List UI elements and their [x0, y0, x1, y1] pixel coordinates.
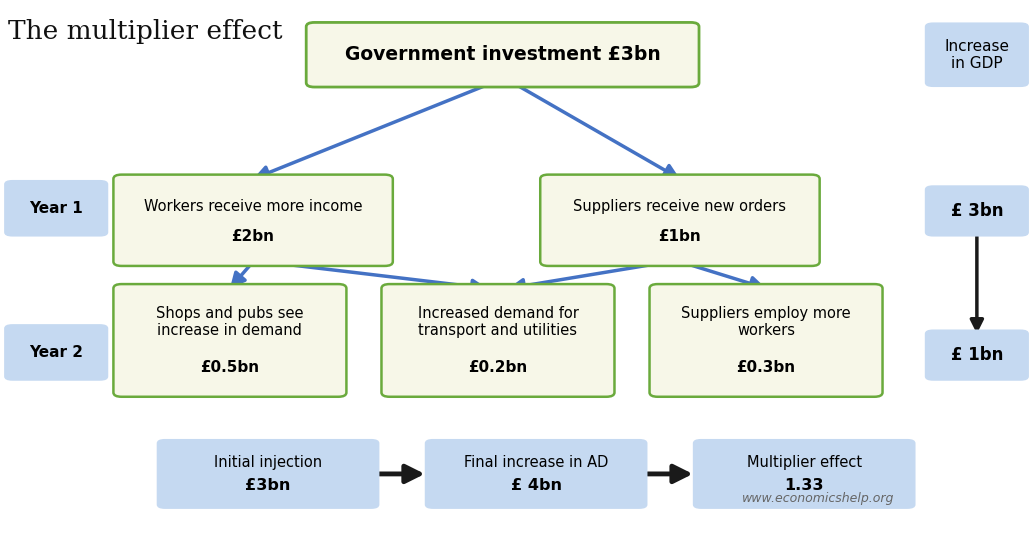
Text: Year 2: Year 2 [29, 345, 84, 360]
Text: www.economicshelp.org: www.economicshelp.org [742, 492, 895, 505]
Text: Initial injection: Initial injection [214, 454, 322, 470]
Text: £2bn: £2bn [232, 229, 274, 244]
FancyBboxPatch shape [925, 185, 1029, 237]
FancyBboxPatch shape [113, 284, 346, 397]
Text: Suppliers employ more
workers: Suppliers employ more workers [681, 305, 851, 338]
FancyBboxPatch shape [693, 439, 916, 509]
Text: Suppliers receive new orders: Suppliers receive new orders [573, 199, 787, 215]
Text: £3bn: £3bn [245, 478, 291, 493]
Text: £0.3bn: £0.3bn [736, 359, 796, 375]
FancyBboxPatch shape [650, 284, 883, 397]
Text: Shops and pubs see
increase in demand: Shops and pubs see increase in demand [156, 305, 304, 338]
Text: Government investment £3bn: Government investment £3bn [344, 45, 661, 64]
Text: The multiplier effect: The multiplier effect [8, 19, 282, 44]
FancyBboxPatch shape [306, 22, 699, 87]
FancyBboxPatch shape [381, 284, 614, 397]
Text: £1bn: £1bn [659, 229, 701, 244]
Text: £ 4bn: £ 4bn [510, 478, 562, 493]
FancyBboxPatch shape [925, 22, 1029, 87]
Text: 1.33: 1.33 [785, 478, 824, 493]
Text: £0.2bn: £0.2bn [468, 359, 528, 375]
FancyBboxPatch shape [113, 175, 393, 266]
Text: £ 3bn: £ 3bn [951, 202, 1003, 220]
Text: Workers receive more income: Workers receive more income [144, 199, 362, 215]
FancyBboxPatch shape [4, 180, 108, 237]
Text: Increase
in GDP: Increase in GDP [944, 38, 1009, 71]
Text: Year 1: Year 1 [29, 201, 84, 216]
Text: Increased demand for
transport and utilities: Increased demand for transport and utili… [418, 305, 578, 338]
Text: Multiplier effect: Multiplier effect [746, 454, 862, 470]
Text: £0.5bn: £0.5bn [200, 359, 260, 375]
FancyBboxPatch shape [540, 175, 820, 266]
Text: Final increase in AD: Final increase in AD [464, 454, 608, 470]
FancyBboxPatch shape [925, 329, 1029, 381]
FancyBboxPatch shape [4, 324, 108, 381]
FancyBboxPatch shape [425, 439, 647, 509]
FancyBboxPatch shape [157, 439, 379, 509]
Text: £ 1bn: £ 1bn [951, 346, 1003, 364]
